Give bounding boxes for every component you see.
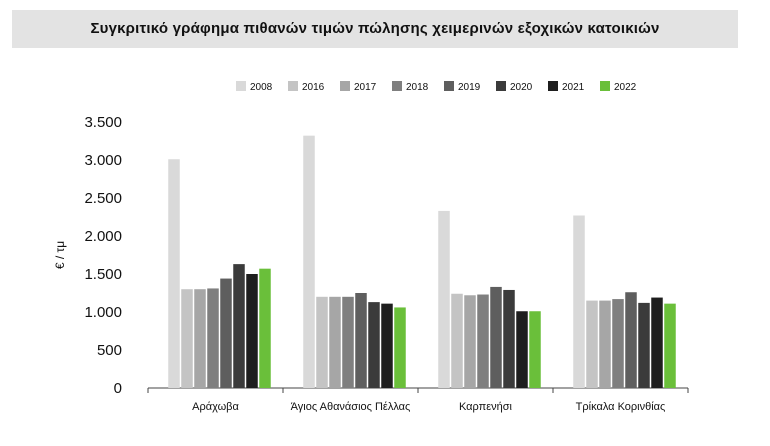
bar-2018 — [477, 294, 489, 388]
bar-2016 — [316, 296, 328, 388]
bar-2019 — [220, 278, 232, 388]
y-tick-label: 3.000 — [84, 152, 122, 169]
bar-2022 — [259, 268, 271, 388]
bar-2018 — [342, 296, 354, 388]
bar-2016 — [451, 293, 463, 388]
bar-2022 — [664, 303, 676, 388]
bar-2017 — [194, 289, 206, 388]
y-tick-label: 1.000 — [84, 304, 122, 321]
bar-2008 — [168, 159, 180, 388]
bar-2016 — [181, 289, 193, 388]
y-axis-title: € / τμ — [53, 241, 67, 269]
legend-swatch — [548, 81, 558, 91]
bar-2017 — [599, 300, 611, 388]
legend-swatch — [392, 81, 402, 91]
bar-2017 — [464, 295, 476, 388]
y-tick-label: 500 — [97, 342, 122, 359]
legend-swatch — [288, 81, 298, 91]
bar-2017 — [329, 296, 341, 388]
bar-2008 — [303, 135, 315, 388]
bar-2020 — [368, 302, 380, 388]
y-tick-label: 0 — [114, 380, 122, 397]
legend-label: 2022 — [614, 82, 637, 93]
bar-2021 — [246, 274, 258, 388]
bar-2020 — [638, 302, 650, 388]
bar-2018 — [612, 299, 624, 388]
chart-title: Συγκριτικό γράφημα πιθανών τιμών πώλησης… — [90, 20, 660, 37]
bar-2018 — [207, 288, 219, 388]
y-tick-label: 3.500 — [84, 114, 122, 131]
x-category-label: Τρίκαλα Κορινθίας — [576, 401, 666, 413]
bar-2020 — [233, 264, 245, 388]
legend-swatch — [236, 81, 246, 91]
x-category-label: Καρπενήσι — [459, 401, 513, 413]
legend-swatch — [496, 81, 506, 91]
y-tick-label: 2.500 — [84, 190, 122, 207]
legend-label: 2008 — [250, 82, 273, 93]
legend-label: 2017 — [354, 82, 377, 93]
bar-2019 — [355, 293, 367, 388]
bar-2019 — [490, 286, 502, 388]
legend-label: 2021 — [562, 82, 585, 93]
x-category-label: Αράχωβα — [192, 401, 239, 413]
bar-2008 — [438, 210, 450, 388]
y-tick-label: 1.500 — [84, 266, 122, 283]
bar-2020 — [503, 289, 515, 388]
legend-label: 2018 — [406, 82, 429, 93]
chart-title-bar: Συγκριτικό γράφημα πιθανών τιμών πώλησης… — [12, 10, 738, 48]
bar-2019 — [625, 292, 637, 388]
legend-swatch — [340, 81, 350, 91]
y-tick-label: 2.000 — [84, 228, 122, 245]
bar-2021 — [516, 311, 528, 388]
bar-2008 — [573, 215, 585, 388]
x-category-label: Άγιος Αθανάσιος Πέλλας — [291, 401, 411, 413]
legend-swatch — [600, 81, 610, 91]
legend-label: 2019 — [458, 82, 481, 93]
bar-2022 — [394, 307, 406, 388]
bar-2016 — [586, 300, 598, 388]
legend-label: 2020 — [510, 82, 533, 93]
legend-swatch — [444, 81, 454, 91]
bar-2022 — [529, 311, 541, 388]
legend-label: 2016 — [302, 82, 325, 93]
bar-2021 — [381, 303, 393, 388]
bar-2021 — [651, 297, 663, 388]
